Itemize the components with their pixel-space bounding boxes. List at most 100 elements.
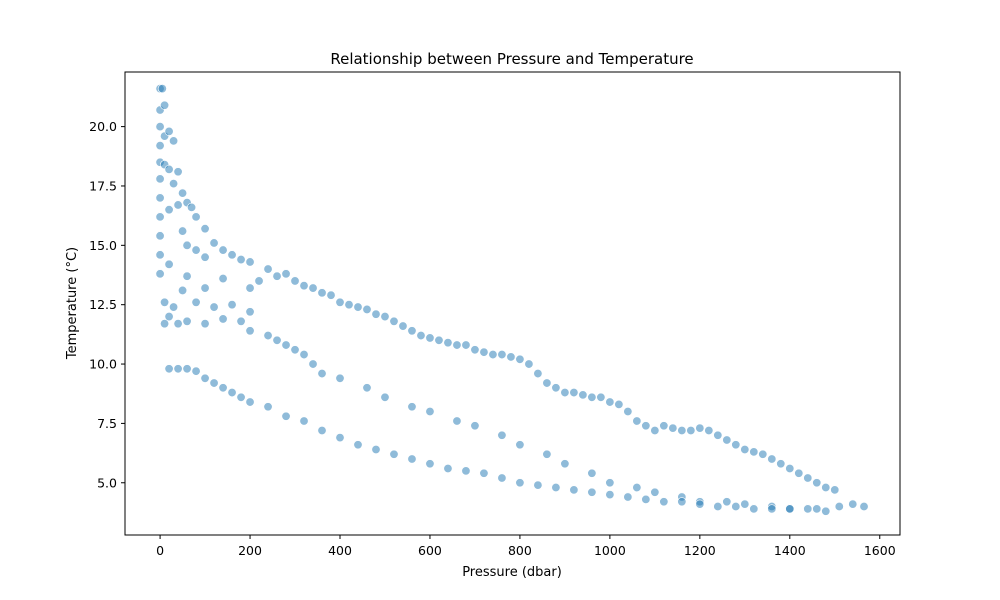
x-tick-label: 1600	[864, 543, 896, 558]
data-point	[160, 319, 170, 329]
x-tick-label: 1400	[774, 543, 806, 558]
data-point	[443, 338, 453, 348]
data-point	[290, 276, 300, 286]
data-point	[605, 397, 615, 407]
data-point	[677, 426, 687, 436]
data-point	[272, 335, 282, 345]
y-axis-title: Temperature (°C)	[65, 247, 80, 360]
data-point	[695, 423, 705, 433]
data-point	[245, 326, 255, 336]
data-point	[731, 440, 741, 450]
data-point	[497, 473, 507, 483]
data-point	[713, 502, 723, 512]
data-point	[452, 340, 462, 350]
data-point	[767, 454, 777, 464]
data-point	[479, 468, 489, 478]
data-point	[227, 300, 237, 310]
data-point	[587, 487, 597, 497]
data-point	[776, 459, 786, 469]
data-point	[344, 300, 354, 310]
data-point	[164, 259, 174, 269]
data-point	[245, 283, 255, 293]
data-point	[722, 435, 732, 445]
data-point	[263, 331, 273, 341]
plot-frame	[124, 71, 901, 536]
data-point	[641, 421, 651, 431]
data-point	[335, 297, 345, 307]
data-point	[362, 304, 372, 314]
data-point	[160, 297, 170, 307]
data-point	[515, 440, 525, 450]
data-point	[335, 433, 345, 443]
data-point	[263, 402, 273, 412]
data-point	[272, 271, 282, 281]
data-point	[821, 483, 831, 493]
data-point	[834, 502, 844, 512]
y-tick-label: 7.5	[97, 416, 117, 431]
data-point	[178, 226, 188, 236]
data-point	[859, 502, 869, 512]
data-point	[659, 421, 669, 431]
data-point	[452, 416, 462, 426]
data-point	[164, 205, 174, 215]
data-point	[632, 483, 642, 493]
data-point	[803, 504, 813, 514]
x-tick-label: 400	[328, 543, 352, 558]
data-point	[155, 122, 165, 132]
data-point	[461, 466, 471, 476]
data-point	[479, 347, 489, 357]
data-point	[335, 373, 345, 383]
data-point	[605, 478, 615, 488]
x-tick-label: 800	[508, 543, 532, 558]
data-point	[308, 359, 318, 369]
data-point	[524, 359, 534, 369]
data-point	[749, 504, 759, 514]
data-point	[178, 188, 188, 198]
data-point	[236, 392, 246, 402]
data-points	[155, 84, 869, 516]
data-point	[821, 506, 831, 516]
data-point	[497, 430, 507, 440]
data-point	[182, 271, 192, 281]
data-point	[560, 459, 570, 469]
data-point	[515, 478, 525, 488]
data-point	[200, 373, 210, 383]
data-point	[596, 392, 606, 402]
data-point	[389, 316, 399, 326]
data-point	[155, 231, 165, 241]
x-tick-label: 0	[156, 543, 164, 558]
data-point	[515, 354, 525, 364]
data-point	[677, 497, 687, 507]
data-point	[308, 283, 318, 293]
data-point	[263, 264, 273, 274]
data-point	[398, 321, 408, 331]
data-point	[254, 276, 264, 286]
data-point	[155, 250, 165, 260]
data-point	[470, 345, 480, 355]
data-point	[245, 257, 255, 267]
data-point	[371, 309, 381, 319]
data-point	[542, 449, 552, 459]
y-tick-label: 15.0	[89, 238, 117, 253]
data-point	[299, 416, 309, 426]
data-point	[434, 335, 444, 345]
data-point	[506, 352, 516, 362]
data-point	[281, 411, 291, 421]
data-point	[169, 179, 179, 189]
data-point	[533, 369, 543, 379]
data-point	[164, 164, 174, 174]
data-point	[803, 473, 813, 483]
data-point	[668, 423, 678, 433]
data-point	[569, 485, 579, 495]
data-point	[785, 464, 795, 474]
data-point	[623, 492, 633, 502]
data-point	[245, 307, 255, 317]
data-point	[200, 252, 210, 262]
x-tick-label: 1200	[684, 543, 716, 558]
y-tick-label: 17.5	[89, 178, 117, 193]
data-point	[632, 416, 642, 426]
data-point	[182, 364, 192, 374]
data-point	[155, 269, 165, 279]
data-point	[704, 426, 714, 436]
